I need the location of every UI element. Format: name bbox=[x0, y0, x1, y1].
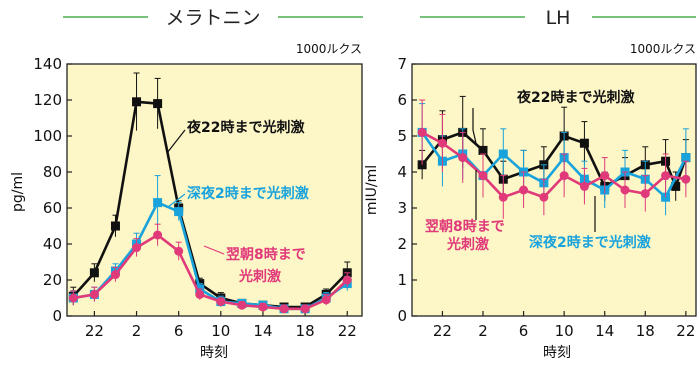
data-point bbox=[237, 300, 247, 310]
data-point bbox=[153, 230, 163, 240]
data-point bbox=[478, 171, 488, 181]
data-point bbox=[195, 289, 205, 299]
x-axis-label: 時刻 bbox=[543, 345, 571, 361]
x-tick-label: 18 bbox=[636, 322, 655, 340]
x-tick-label: 22 bbox=[338, 322, 357, 340]
y-tick-label: 1 bbox=[397, 271, 407, 289]
x-tick-label: 14 bbox=[253, 322, 272, 340]
annotation-label: 深夜2時まで光刺激 bbox=[529, 234, 651, 251]
annotation-label: 夜22時まで光刺激 bbox=[186, 119, 304, 136]
data-point bbox=[498, 192, 508, 202]
annotation-label: 光刺激 bbox=[238, 268, 281, 285]
data-point bbox=[300, 304, 310, 314]
data-point bbox=[132, 243, 142, 253]
data-point bbox=[89, 268, 99, 278]
y-tick-label: 6 bbox=[397, 91, 407, 109]
y-tick-label: 2 bbox=[397, 235, 407, 253]
data-point bbox=[579, 181, 589, 191]
annotations: 夜22時まで光刺激 翌朝8時まで 光刺激 深夜2時まで光刺激 bbox=[425, 89, 651, 253]
data-point bbox=[89, 289, 99, 299]
data-point bbox=[153, 198, 163, 208]
annotation-label: 夜22時まで光刺激 bbox=[516, 89, 634, 106]
y-tick-label: 7 bbox=[397, 55, 407, 73]
data-point bbox=[437, 138, 447, 148]
y-tick-label: 40 bbox=[43, 235, 62, 253]
x-tick-label: 2 bbox=[478, 322, 488, 340]
y-tick-label: 60 bbox=[43, 199, 62, 217]
data-point bbox=[478, 145, 488, 155]
y-tick-label: 0 bbox=[52, 307, 62, 325]
data-point bbox=[681, 153, 691, 163]
data-point bbox=[620, 185, 630, 195]
x-tick-label: 2 bbox=[132, 322, 142, 340]
leader-line bbox=[167, 193, 186, 208]
y-tick-label: 4 bbox=[397, 163, 407, 181]
x-tick-label: 6 bbox=[519, 322, 529, 340]
data-point bbox=[519, 185, 529, 195]
condition-label: 1000ルクス bbox=[296, 42, 362, 56]
data-point bbox=[216, 297, 226, 307]
data-point bbox=[579, 138, 589, 148]
chart-title: LH bbox=[546, 7, 571, 29]
data-point bbox=[110, 221, 120, 231]
x-tick-label: 10 bbox=[555, 322, 574, 340]
plot-area bbox=[66, 63, 363, 317]
data-point bbox=[640, 189, 650, 199]
data-point bbox=[498, 149, 508, 159]
data-point bbox=[671, 181, 681, 191]
y-axis-label: pg/ml bbox=[10, 172, 26, 212]
x-tick-label: 22 bbox=[85, 322, 104, 340]
data-point bbox=[279, 304, 289, 314]
y-tick-label: 120 bbox=[33, 91, 62, 109]
x-tick-label: 22 bbox=[433, 322, 452, 340]
leader-line bbox=[472, 108, 477, 144]
leader-line bbox=[166, 129, 186, 154]
annotation-label: 深夜2時まで光刺激 bbox=[187, 185, 309, 202]
y-axis-label: mIU/ml bbox=[364, 165, 380, 215]
y-tick-label: 80 bbox=[43, 163, 62, 181]
condition-label: 1000ルクス bbox=[630, 42, 696, 56]
data-point bbox=[539, 192, 549, 202]
x-tick-label: 18 bbox=[296, 322, 315, 340]
y-tick-label: 5 bbox=[397, 127, 407, 145]
data-point bbox=[458, 153, 468, 163]
y-tick-label: 100 bbox=[33, 127, 62, 145]
data-point bbox=[153, 99, 163, 109]
data-point bbox=[110, 270, 120, 280]
annotation-label: 翌朝8時まで bbox=[425, 218, 505, 235]
x-axis-label: 時刻 bbox=[200, 345, 228, 361]
leader-line bbox=[203, 245, 225, 255]
data-point bbox=[132, 97, 142, 107]
annotation-label: 光刺激 bbox=[446, 236, 489, 253]
x-tick-label: 22 bbox=[676, 322, 695, 340]
data-point bbox=[174, 207, 184, 217]
data-point bbox=[661, 171, 671, 181]
melatonin-chart: メラトニン 1000ルクス pg/ml 時刻 0 20 40 60 80 100 120 14… bbox=[10, 7, 363, 361]
x-tick-label: 10 bbox=[211, 322, 230, 340]
y-tick-label: 20 bbox=[43, 271, 62, 289]
chart-title: メラトニン bbox=[165, 7, 260, 29]
data-point bbox=[342, 275, 352, 285]
x-tick-label: 6 bbox=[174, 322, 184, 340]
y-tick-label: 3 bbox=[397, 199, 407, 217]
annotations: 夜22時まで光刺激 深夜2時まで光刺激 翌朝8時まで 光刺激 bbox=[166, 119, 309, 285]
data-point bbox=[174, 246, 184, 256]
data-point bbox=[559, 171, 569, 181]
data-point bbox=[681, 174, 691, 184]
annotation-label: 翌朝8時まで bbox=[226, 246, 306, 263]
data-point bbox=[600, 171, 610, 181]
y-tick-label: 0 bbox=[397, 307, 407, 325]
series-2 bbox=[68, 223, 352, 314]
y-tick-label: 140 bbox=[33, 55, 62, 73]
data-point bbox=[417, 127, 427, 137]
x-tick-label: 14 bbox=[595, 322, 614, 340]
data-point bbox=[68, 293, 78, 303]
data-point bbox=[258, 302, 268, 312]
series-2 bbox=[417, 99, 691, 219]
data-point bbox=[321, 295, 331, 305]
